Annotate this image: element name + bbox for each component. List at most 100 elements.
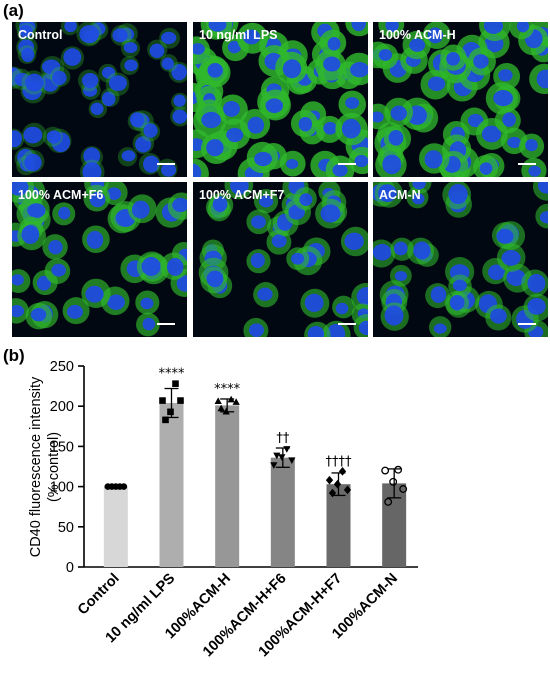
data-point: [394, 465, 403, 474]
cell-nucleus: [90, 102, 104, 115]
y-tick-label: 100: [50, 480, 74, 496]
cell-nucleus: [227, 40, 242, 54]
y-tick-label: 50: [58, 520, 74, 536]
data-point: [288, 457, 296, 465]
micrograph-cells: [373, 182, 548, 337]
significance-marker: ****: [159, 367, 186, 382]
cell-nucleus: [206, 139, 224, 157]
cell-nucleus: [344, 232, 364, 250]
cell-nucleus: [207, 62, 223, 78]
cell-nucleus: [481, 125, 502, 143]
cell-nucleus: [19, 24, 33, 38]
data-point: [343, 485, 352, 495]
cell-nucleus: [83, 147, 101, 165]
cell-nucleus: [248, 323, 264, 337]
cell-nucleus: [64, 22, 77, 33]
cell-nucleus: [430, 286, 447, 303]
panel-a-letter: (a): [3, 1, 24, 20]
y-tick-label: 250: [50, 359, 74, 375]
cell-nucleus: [161, 57, 174, 70]
cell-nucleus: [498, 69, 513, 82]
cell-nucleus: [467, 113, 484, 128]
cell-nucleus: [327, 36, 341, 51]
cell-nucleus: [21, 225, 40, 244]
cell-nucleus: [351, 22, 366, 32]
cell-nucleus: [356, 287, 368, 306]
cell-nucleus: [142, 317, 156, 331]
cell-nucleus: [452, 279, 467, 292]
cell-nucleus: [378, 184, 397, 203]
cell-nucleus: [382, 154, 402, 175]
cell-nucleus: [193, 163, 202, 177]
cell-nucleus: [25, 73, 44, 92]
cell-nucleus: [12, 305, 25, 318]
cell-nucleus: [282, 59, 302, 79]
data-point: [177, 397, 184, 404]
cell-nucleus: [358, 320, 368, 336]
cell-nucleus: [208, 22, 227, 32]
cell-nucleus: [81, 72, 99, 89]
cell-nucleus: [254, 151, 272, 167]
cell-nucleus: [250, 252, 265, 269]
y-tick-label: 200: [50, 399, 74, 415]
cell-nucleus: [271, 234, 287, 248]
bar-4: [270, 457, 295, 567]
cell-nucleus: [143, 155, 160, 173]
data-point: [399, 485, 408, 493]
micrograph-cells: [198, 182, 368, 337]
y-axis-label-line2: (% control): [46, 432, 62, 502]
micrograph-6: ACM-N: [373, 182, 548, 337]
cell-nucleus: [537, 182, 548, 194]
cell-nucleus: [21, 47, 35, 63]
cell-nucleus: [350, 62, 368, 78]
data-point: [273, 452, 281, 460]
cell-nucleus: [24, 153, 42, 172]
cell-nucleus: [223, 100, 240, 117]
cell-nucleus: [424, 150, 443, 169]
scale-bar: [518, 323, 536, 325]
cell-nucleus: [483, 22, 504, 35]
cell-nucleus: [102, 91, 116, 107]
cell-nucleus: [516, 22, 530, 33]
cell-nucleus: [82, 162, 102, 177]
data-point: [120, 483, 128, 490]
cell-nucleus: [106, 187, 122, 200]
micrograph-2: 10 ng/ml LPS: [193, 22, 368, 177]
cell-nucleus: [226, 127, 244, 143]
micrograph-label: Control: [18, 28, 63, 42]
cell-nucleus: [83, 84, 98, 97]
cell-nucleus: [12, 182, 29, 196]
cell-nucleus: [161, 162, 177, 177]
cell-nucleus: [112, 28, 128, 43]
cell-nucleus: [528, 165, 542, 177]
cell-nucleus: [121, 150, 136, 162]
scale-bar: [157, 163, 175, 165]
cell-nucleus: [496, 228, 514, 244]
data-point: [172, 380, 179, 387]
data-point: [384, 497, 393, 506]
cell-nucleus: [58, 206, 71, 220]
cell-nucleus: [427, 76, 446, 92]
cell-nucleus: [490, 308, 507, 324]
cell-nucleus: [412, 182, 426, 190]
data-point: [338, 467, 347, 476]
cell-nucleus: [506, 269, 526, 286]
scale-bar: [338, 163, 356, 165]
cell-nucleus: [107, 294, 125, 310]
y-axis-label-line1: CD40 fluorescence intensity: [28, 376, 44, 557]
scale-bar: [518, 163, 536, 165]
cell-nucleus: [378, 48, 393, 61]
cell-nucleus: [449, 295, 465, 311]
cell-nucleus: [388, 129, 404, 146]
cell-nucleus: [536, 69, 548, 89]
cell-nucleus: [390, 105, 407, 121]
cell-nucleus: [525, 138, 538, 152]
data-point: [328, 488, 337, 498]
data-point: [159, 397, 166, 404]
data-point: [278, 454, 286, 461]
cell-nucleus: [230, 182, 249, 195]
cell-nucleus: [12, 130, 22, 148]
y-tick-label: 0: [66, 560, 74, 576]
cell-nucleus: [79, 25, 100, 44]
cell-nucleus: [173, 94, 186, 107]
